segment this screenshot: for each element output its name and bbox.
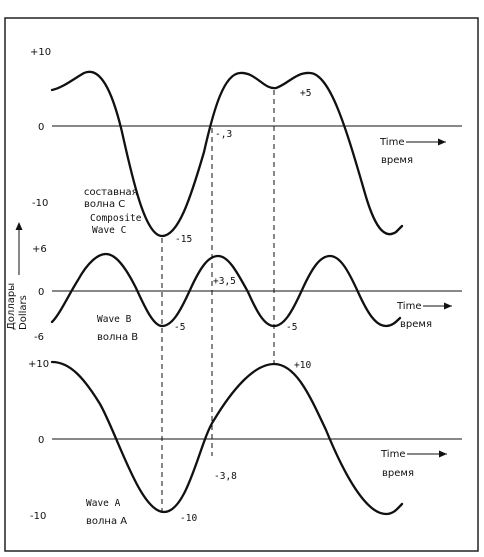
wave-b-name-en: Wave B — [97, 314, 132, 325]
wave-a-annotation-trough: -10 — [180, 513, 197, 524]
wave-a-curve — [50, 360, 404, 516]
composite-time-label-ru: время — [381, 155, 413, 166]
wave-a-panel: +10 0 -10 Time время Wave A волна А +10 … — [28, 359, 462, 527]
wave-b-curve — [50, 252, 402, 328]
wave-a-name-ru: волна А — [86, 516, 127, 527]
y-axis-label: Доллары Dollars — [6, 283, 29, 330]
wave-a-tick-bottom: -10 — [30, 511, 46, 522]
composite-name-en-2: Wave C — [92, 225, 126, 236]
wave-b-time-label-ru: время — [400, 319, 432, 330]
y-axis-arrowhead-icon — [15, 222, 23, 230]
composite-annotation-trough: -15 — [175, 234, 192, 245]
wave-b-tick-top: +6 — [32, 244, 47, 255]
wave-b-annotation-trough-1: -5 — [174, 322, 185, 333]
wave-a-tick-zero: 0 — [38, 435, 44, 446]
wave-a-annotation-crossing: -3,8 — [214, 471, 237, 482]
wave-b-tick-bottom: -6 — [34, 332, 44, 343]
diagram-border — [4, 17, 479, 552]
wave-a-annotation-peak: +10 — [294, 360, 311, 371]
y-axis-label-ru: Доллары — [6, 283, 17, 330]
wave-b-time-arrowhead-icon — [444, 302, 452, 310]
composite-panel: +10 0 -10 Time время составная волна С C… — [30, 47, 462, 245]
wave-a-time-label: Time — [380, 449, 405, 460]
composite-time-label: Time — [379, 137, 404, 148]
wave-b-time-label: Time — [396, 301, 421, 312]
wave-b-panel: +6 0 -6 Time время Wave B волна В -5 +3,… — [32, 244, 462, 343]
wave-a-name-en: Wave A — [86, 498, 121, 509]
y-axis-label-en: Dollars — [18, 295, 29, 330]
wave-b-name-ru: волна В — [97, 332, 138, 343]
wave-a-tick-top: +10 — [28, 359, 49, 370]
wave-b-annotation-peak: +3,5 — [213, 276, 236, 287]
composite-time-arrowhead-icon — [438, 138, 446, 146]
composite-tick-zero: 0 — [38, 122, 44, 133]
composite-tick-top: +10 — [30, 47, 51, 58]
composite-wave-c-curve — [50, 70, 404, 238]
composite-annotation-peak: +5 — [300, 88, 311, 99]
wave-a-time-arrowhead-icon — [439, 450, 447, 458]
composite-name-en-1: Composite — [90, 213, 142, 224]
composite-tick-bottom: -10 — [32, 198, 48, 209]
wave-a-time-label-ru: время — [382, 468, 414, 479]
wave-b-annotation-trough-2: -5 — [286, 322, 297, 333]
composite-name-ru-2: волна С — [84, 199, 125, 210]
wave-b-tick-zero: 0 — [38, 287, 44, 298]
composite-name-ru-1: составная — [84, 187, 138, 198]
composite-annotation-crossing: -,3 — [215, 129, 232, 140]
